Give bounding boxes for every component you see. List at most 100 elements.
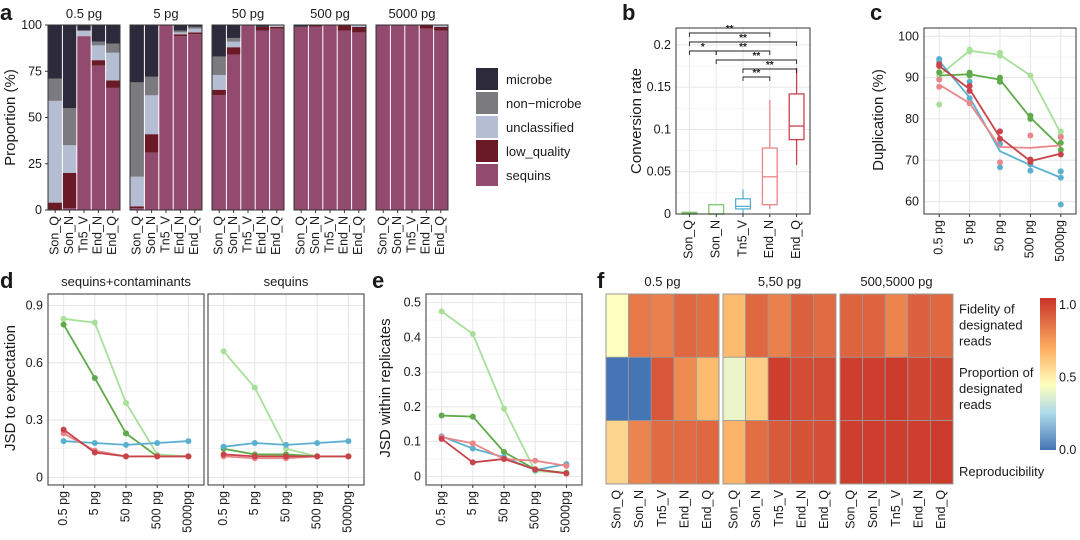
x-tick-label: 5000pg bbox=[559, 491, 573, 533]
data-point bbox=[501, 449, 507, 456]
bar-segment-unclassified bbox=[62, 145, 77, 173]
heatmap-cell bbox=[722, 420, 747, 485]
x-tick-label: 50 pg bbox=[278, 491, 292, 522]
heatmap-row-label: reads bbox=[959, 397, 992, 412]
heatmap-row-label: designated bbox=[959, 381, 1023, 396]
significance-bracket bbox=[742, 76, 771, 81]
bar-segment-sequins bbox=[212, 95, 227, 210]
data-point bbox=[91, 319, 98, 326]
bar-segment-microbe bbox=[173, 25, 188, 31]
data-point bbox=[997, 49, 1003, 56]
bar-segment-microbe bbox=[76, 25, 92, 31]
facet-strip-label: 0.5 pg bbox=[66, 6, 102, 21]
panel-b-boxplot: 0 0.05 0.1 0.15 0.2 Conversion rate Son_Q Son_N… bbox=[628, 24, 811, 259]
heatmap-cell bbox=[907, 356, 931, 421]
bar-segment-microbe bbox=[294, 25, 309, 27]
x-tick-label: 0.5 pg bbox=[931, 220, 945, 255]
heatmap-cell bbox=[628, 420, 652, 485]
bar-segment-low-quality bbox=[62, 173, 77, 209]
data-point bbox=[1027, 167, 1034, 174]
y-axis-title: JSD within replicates bbox=[377, 318, 394, 457]
legend-swatch-unclassified bbox=[476, 116, 498, 138]
significance-label: ** bbox=[739, 33, 747, 44]
data-point bbox=[966, 82, 973, 89]
data-point bbox=[966, 100, 973, 107]
data-point bbox=[936, 101, 943, 108]
bar-segment-sequins bbox=[91, 65, 106, 210]
facet-strip-label: 500,5000 pg bbox=[860, 274, 932, 289]
bar-segment-non-microbe bbox=[144, 76, 159, 96]
y-axis-title: Duplication (%) bbox=[870, 69, 887, 171]
bar-segment-non-microbe bbox=[187, 26, 202, 29]
bar-segment-unclassified bbox=[351, 25, 366, 27]
x-tick-label: Son_Q bbox=[129, 216, 143, 255]
bar-segment-non-microbe bbox=[48, 78, 63, 101]
y-tick-label: 0.1 bbox=[404, 435, 421, 449]
y-tick-label: 80 bbox=[905, 112, 919, 126]
legend-label: non−microbe bbox=[506, 96, 582, 111]
facet-strip-label: 500 pg bbox=[310, 6, 350, 21]
data-point bbox=[60, 315, 67, 322]
panel-label-e: e bbox=[372, 268, 384, 293]
y-tick-label: 0.5 bbox=[404, 296, 421, 310]
facet-strip-label: 50 pg bbox=[232, 6, 265, 21]
x-tick-label: 500 pg bbox=[1023, 220, 1037, 258]
x-tick-label: 5000pg bbox=[1053, 220, 1067, 262]
bar-segment-low-quality bbox=[212, 89, 227, 96]
x-tick-label: Tn5_V bbox=[735, 219, 749, 256]
x-tick-label: 500 pg bbox=[527, 491, 541, 529]
data-point bbox=[936, 61, 943, 68]
data-point bbox=[314, 439, 321, 446]
x-tick-label: End_N bbox=[677, 490, 691, 528]
x-tick-label: 5 pg bbox=[465, 491, 479, 515]
y-tick-label: 50 bbox=[28, 111, 42, 125]
panel-label-f: f bbox=[597, 268, 605, 293]
heatmap-cell bbox=[813, 293, 837, 358]
y-tick-label: 70 bbox=[905, 153, 919, 167]
x-tick-label: 50 pg bbox=[496, 491, 510, 522]
panel-f-heatmap: 0.5 pg Son_Q Son_N Tn5_V End_N End_Q 5,50 pg So… bbox=[605, 274, 1076, 529]
x-tick-label: Son_N bbox=[708, 220, 722, 258]
y-tick-label: 0.9 bbox=[26, 298, 43, 312]
heatmap-cell bbox=[745, 420, 769, 485]
y-tick-label: 90 bbox=[905, 71, 919, 85]
bar-segment-unclassified bbox=[130, 176, 145, 207]
y-tick-label: 0.2 bbox=[654, 38, 671, 52]
data-point bbox=[438, 435, 445, 442]
heatmap-row-label: Proportion of bbox=[959, 365, 1034, 380]
heatmap-cell bbox=[790, 293, 814, 358]
heatmap-cell bbox=[767, 356, 792, 421]
data-point bbox=[1057, 201, 1064, 208]
facet-frame bbox=[211, 24, 285, 211]
facet-frame bbox=[839, 293, 954, 485]
bar-segment-non-microbe bbox=[130, 82, 145, 177]
heatmap-cell bbox=[930, 293, 954, 358]
x-tick-label: End_Q bbox=[433, 216, 447, 255]
heatmap-cell bbox=[884, 293, 909, 358]
data-point bbox=[936, 83, 943, 90]
bar-segment-unclassified bbox=[144, 95, 159, 135]
bar-segment-microbe bbox=[91, 25, 106, 42]
data-point bbox=[91, 449, 98, 456]
facet-strip-label: sequins+contaminants bbox=[61, 274, 191, 289]
bar-segment-sequins bbox=[130, 208, 145, 210]
data-point bbox=[345, 438, 352, 445]
bar-segment-unclassified bbox=[48, 100, 63, 203]
heatmap-row-label: Fidelity of bbox=[959, 302, 1015, 317]
facet-strip-label: 5000 pg bbox=[389, 6, 436, 21]
legend-label: microbe bbox=[506, 72, 552, 87]
significance-label: ** bbox=[753, 51, 761, 62]
data-point bbox=[469, 445, 476, 452]
bar-segment-low-quality bbox=[105, 80, 120, 88]
x-tick-label: End_Q bbox=[105, 216, 119, 255]
x-tick-label: Son_N bbox=[390, 216, 404, 254]
heatmap-cell bbox=[745, 356, 769, 421]
series-line-end-n bbox=[938, 83, 1061, 149]
x-tick-label: Son_Q bbox=[293, 216, 307, 255]
heatmap-row-label: designated bbox=[959, 318, 1023, 333]
data-point bbox=[154, 453, 161, 460]
bar-segment-microbe bbox=[130, 25, 145, 83]
x-tick-label: Tn5_V bbox=[240, 215, 254, 252]
data-point bbox=[60, 321, 67, 328]
